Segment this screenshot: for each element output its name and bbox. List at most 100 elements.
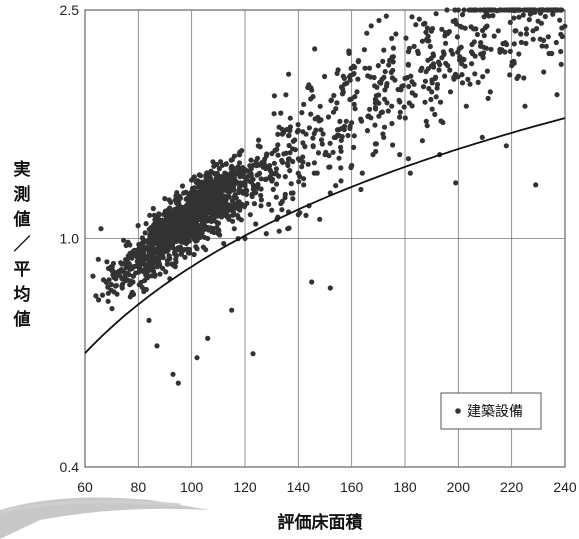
data-point [191, 251, 197, 258]
data-point [468, 49, 475, 55]
data-point [199, 230, 205, 236]
data-point [279, 207, 285, 213]
data-point [558, 61, 564, 67]
data-point [530, 36, 536, 42]
data-point [511, 41, 517, 47]
data-point [273, 181, 280, 187]
data-point [295, 156, 301, 162]
data-point [384, 81, 390, 87]
data-point [150, 205, 156, 212]
data-point [346, 48, 352, 54]
data-point [316, 118, 322, 124]
data-point [98, 226, 104, 232]
data-point [458, 44, 464, 50]
data-point [525, 7, 531, 13]
data-point [502, 40, 508, 46]
data-point [177, 244, 183, 250]
data-point [168, 199, 174, 205]
data-point [108, 281, 114, 288]
data-point [264, 151, 270, 157]
data-point [371, 74, 377, 81]
data-point [123, 278, 129, 284]
data-point [334, 70, 340, 76]
data-point [389, 75, 395, 81]
x-tick-label: 240 [553, 479, 577, 495]
data-point [113, 271, 120, 277]
data-point [386, 62, 392, 68]
data-point [338, 165, 344, 171]
data-point [271, 111, 277, 117]
data-point [288, 181, 294, 187]
data-point [453, 180, 459, 186]
data-point [275, 142, 281, 148]
data-point [397, 99, 403, 105]
data-point [319, 141, 325, 147]
data-point [422, 99, 428, 105]
data-point [434, 81, 441, 88]
x-tick-label: 220 [500, 479, 524, 495]
data-point [213, 162, 219, 168]
data-point [287, 124, 293, 130]
data-point [327, 164, 333, 170]
data-point [507, 48, 513, 55]
data-point [189, 177, 195, 183]
data-point [442, 73, 448, 79]
data-point [236, 160, 243, 166]
data-point [367, 106, 373, 112]
data-point [235, 215, 242, 221]
data-point [301, 176, 307, 182]
data-point [301, 101, 307, 107]
data-point [443, 60, 449, 66]
data-point [258, 203, 264, 209]
legend-marker [455, 408, 461, 414]
data-point [258, 192, 264, 199]
data-point [429, 89, 435, 95]
data-point [253, 221, 259, 227]
data-point [317, 216, 323, 222]
data-point [509, 59, 515, 65]
data-point [375, 63, 381, 69]
data-point [411, 43, 417, 50]
data-point [294, 129, 300, 135]
data-point [156, 247, 162, 253]
data-point [275, 152, 281, 158]
data-point [113, 282, 119, 289]
data-point [358, 116, 364, 122]
data-point [510, 7, 516, 13]
data-point [358, 186, 364, 193]
data-point [300, 129, 306, 135]
data-point [136, 245, 142, 251]
data-point [499, 47, 505, 53]
data-point [520, 12, 526, 18]
data-point [276, 228, 282, 234]
data-point [146, 251, 152, 258]
y-axis-title-char: 測 [14, 184, 31, 205]
data-point [143, 221, 149, 227]
data-point [451, 74, 457, 80]
data-point [376, 17, 382, 24]
data-point [306, 125, 312, 131]
data-point [278, 110, 284, 116]
y-axis-title-char: 実 [14, 159, 31, 180]
data-point [255, 181, 261, 187]
data-point [250, 162, 256, 168]
data-point [362, 65, 368, 71]
data-point [159, 217, 165, 223]
data-point [166, 253, 172, 259]
data-point [461, 7, 467, 13]
data-point [110, 260, 116, 267]
data-point [150, 265, 156, 271]
data-point [511, 15, 517, 21]
data-point [136, 269, 142, 275]
data-point [191, 185, 198, 191]
data-point [359, 170, 365, 176]
data-point [96, 297, 102, 303]
data-point [336, 155, 342, 161]
data-point [287, 150, 293, 156]
data-point [337, 118, 343, 124]
data-point [105, 290, 111, 296]
data-point [409, 14, 415, 20]
data-point [338, 178, 344, 184]
data-point [383, 13, 389, 19]
data-point [315, 150, 322, 156]
